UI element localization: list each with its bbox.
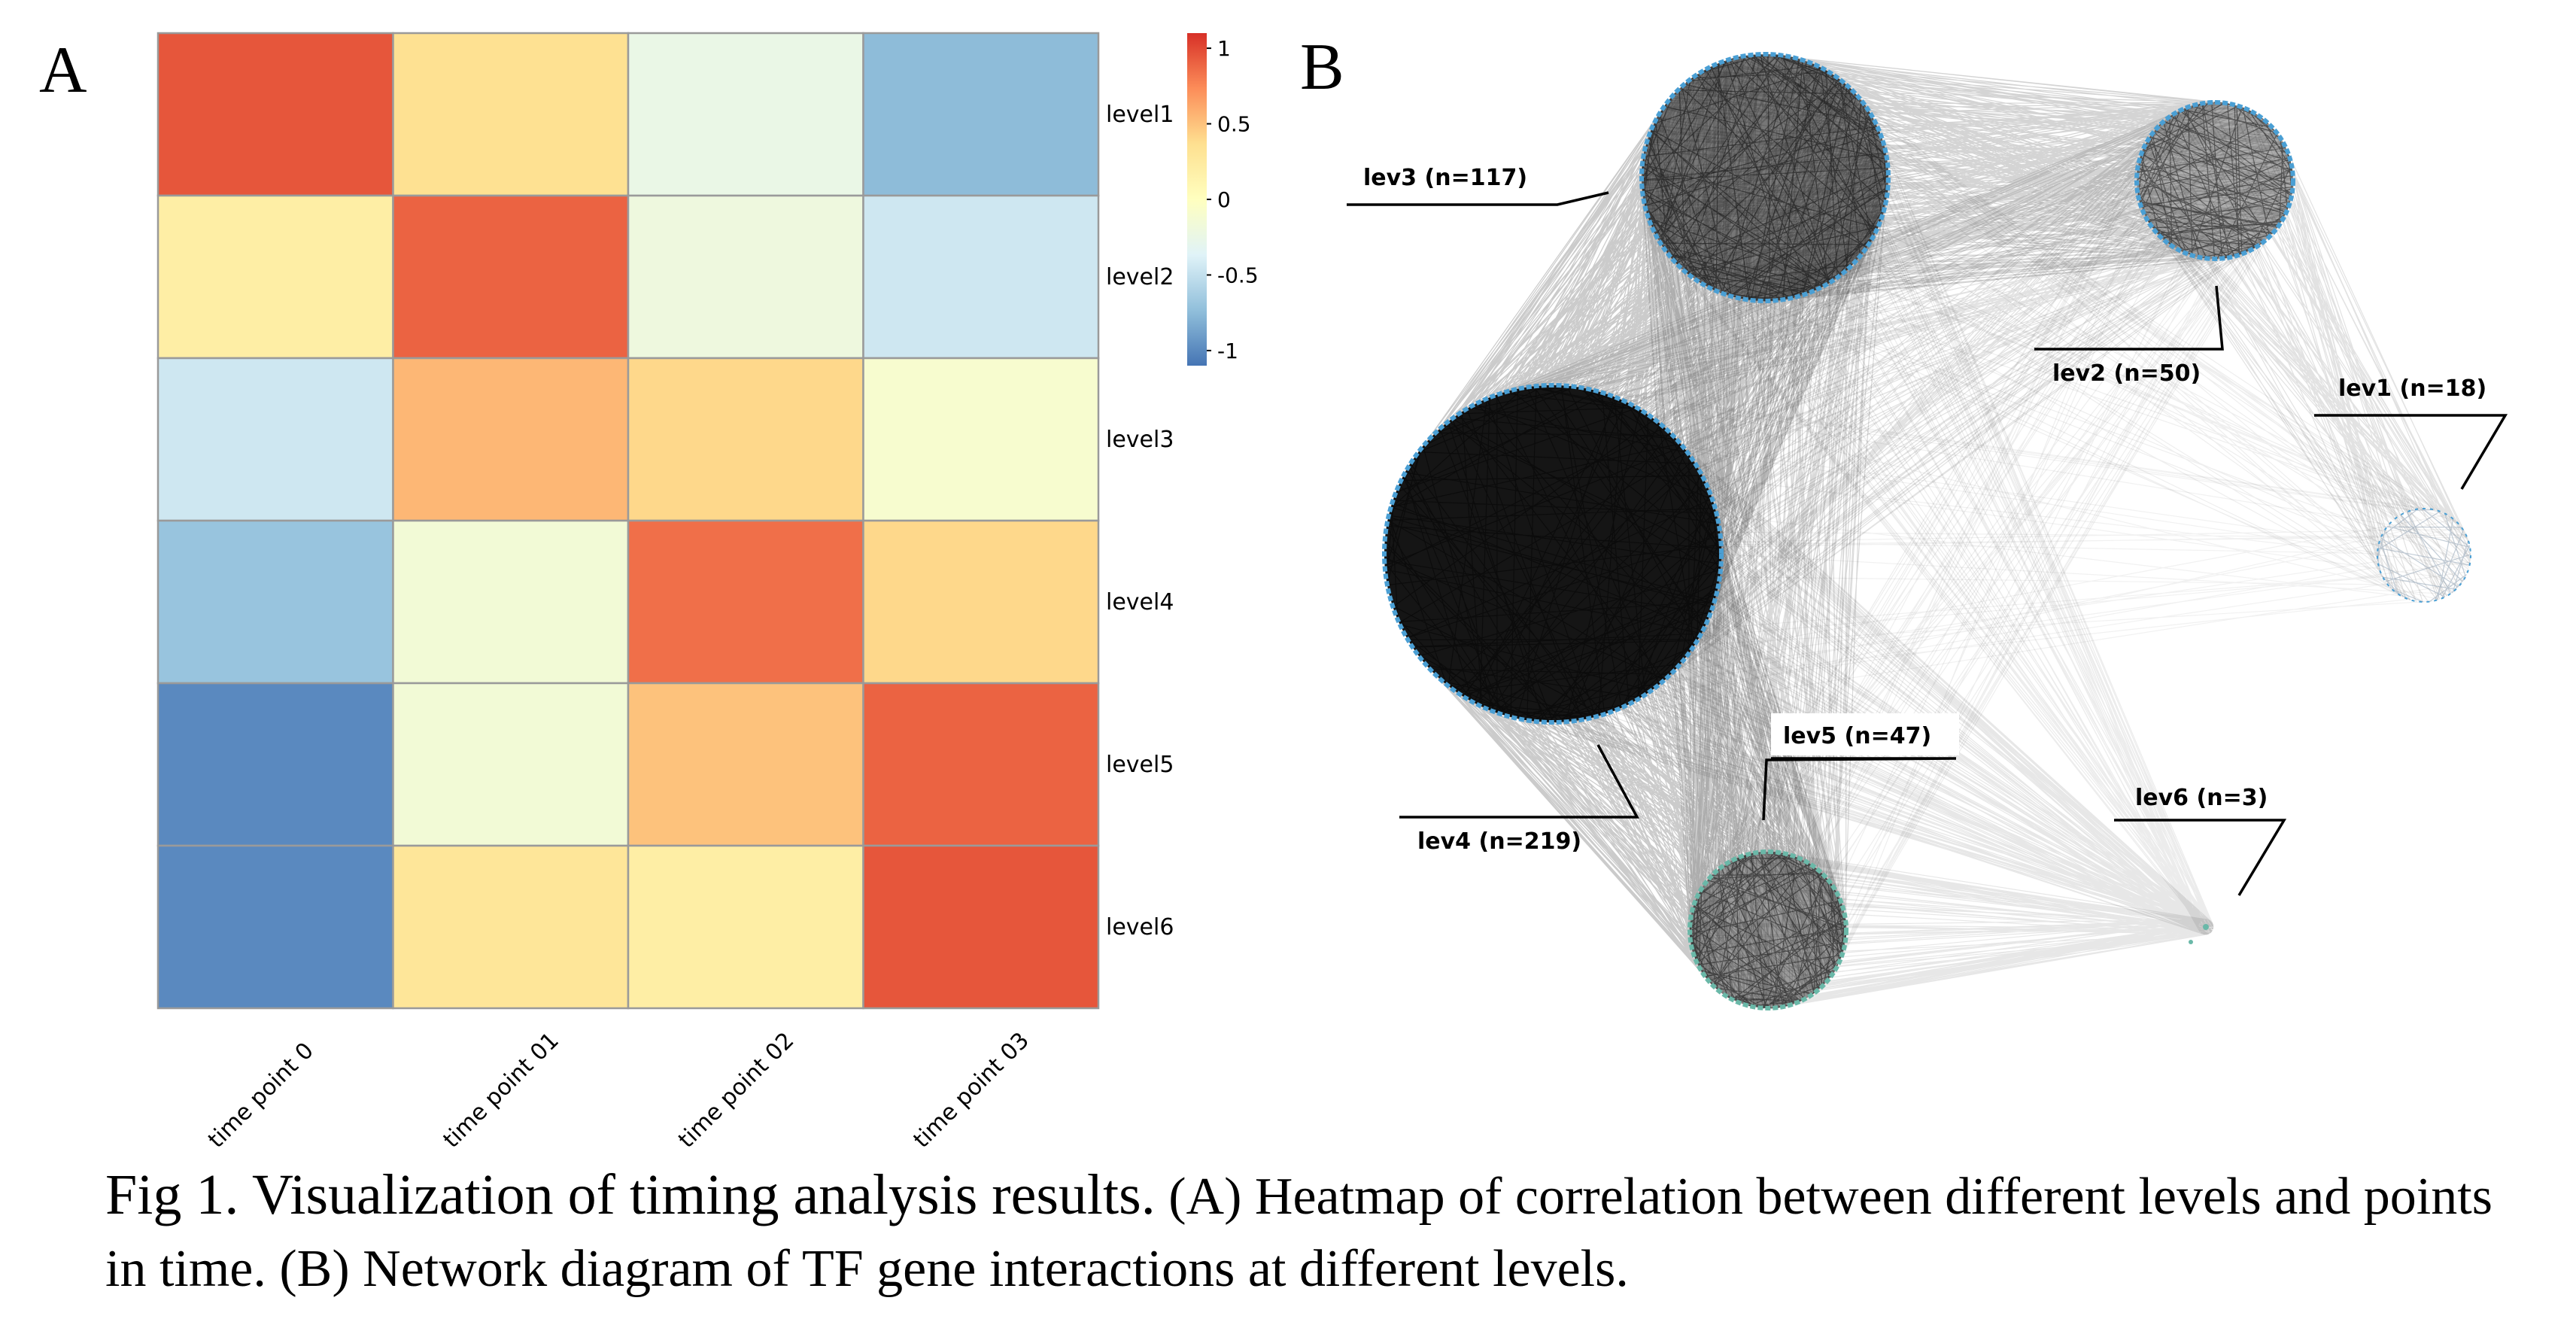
heatmap-cell-level5-0 [156, 682, 394, 847]
heatmap-cell-level3-2 [627, 357, 864, 522]
leader-line-lev4 [1399, 744, 1639, 819]
caption-body: (A) Heatmap of correlation between diffe… [105, 1168, 2492, 1298]
edge-bundle-lev4-lev2 [1384, 102, 2293, 723]
heatmap-cell-level6-0 [156, 844, 394, 1010]
leader-line-lev6 [2114, 819, 2287, 896]
heatmap-cell-level4-3 [862, 519, 1100, 685]
leader-line-lev1 [2314, 414, 2508, 490]
heatmap-cell-level5-2 [627, 682, 864, 847]
row-label: level6 [1106, 914, 1174, 941]
heatmap-cell-level4-2 [627, 519, 864, 685]
network-label-lev4: lev4 (n=219) [1417, 828, 1581, 855]
heatmap-cell-level3-3 [862, 357, 1100, 522]
colorbar-gradient [1187, 33, 1207, 366]
edge-bundle-lev3-lev5 [1641, 54, 1889, 1008]
row-label: level3 [1106, 427, 1174, 453]
cluster-node-ring [1382, 383, 1724, 725]
heatmap-cell-level3-0 [156, 357, 394, 522]
colorbar: 1 0.5 0 -0.5 -1 [1187, 33, 1259, 366]
edge-bundle-lev4-lev1 [1384, 384, 2471, 722]
cluster-node-ring [1639, 52, 1891, 303]
edge-bundle-lev5-lev6 [1690, 851, 2214, 1009]
heatmap-cell-level4-0 [156, 519, 394, 685]
heatmap-cell-level2-2 [627, 194, 864, 360]
figure-canvas: A B level1 level2 level3 level4 level5 level6… [39, 31, 2508, 1151]
cluster-lev6 [2189, 924, 2209, 944]
colorbar-tick-label: 0 [1217, 187, 1231, 212]
column-label: time point 03 [909, 1027, 1034, 1151]
heatmap-cell-level6-1 [392, 844, 630, 1010]
colorbar-tick-label: -1 [1217, 339, 1238, 363]
heatmap-cell-level4-1 [392, 519, 630, 685]
cluster-fill [1642, 54, 1888, 301]
column-label: time point 02 [673, 1027, 799, 1151]
cluster-node [2189, 940, 2193, 944]
edge-bundle-lev2-lev1 [2136, 102, 2471, 603]
cluster-nodes [2203, 924, 2209, 930]
label-background [1771, 713, 1959, 755]
leader-line-lev3 [1347, 191, 1609, 206]
heatmap-cell-level3-1 [392, 357, 630, 522]
cluster-lev1 [2377, 508, 2471, 603]
heatmap-cell-level2-3 [862, 194, 1100, 360]
row-label: level1 [1106, 102, 1174, 128]
cluster-fill [1384, 385, 1721, 722]
network-diagram: lev1 (n=18) lev2 (n=50) lev3 (n=117) lev4 (… [1347, 52, 2508, 1010]
network-label-lev1: lev1 (n=18) [2338, 375, 2486, 402]
cluster-lev5 [1687, 849, 1848, 1010]
edge-bundle-lev3-lev1 [1641, 53, 2471, 603]
cluster-lev2 [2134, 100, 2295, 261]
edge-bundle-lev4-lev6 [1384, 384, 2214, 935]
column-label: time point 01 [439, 1027, 564, 1151]
column-label: time point 0 [203, 1038, 319, 1151]
row-label: level2 [1106, 264, 1174, 290]
cluster-fill [1690, 852, 1846, 1008]
heatmap-cell-level5-1 [392, 682, 630, 847]
caption-title: Fig 1. Visualization of timing analysis … [105, 1163, 1156, 1226]
cluster-node-ring [2377, 508, 2471, 603]
colorbar-tick-label: 0.5 [1217, 112, 1251, 137]
panel-b-letter: B [1300, 31, 1344, 104]
colorbar-tick-label: 1 [1217, 36, 1231, 61]
heatmap-cell-level2-0 [156, 194, 394, 360]
cluster-fill [2137, 102, 2293, 259]
network-label-lev3: lev3 (n=117) [1363, 165, 1527, 191]
cluster-node-ring [2134, 100, 2295, 261]
edge-bundle-lev2-lev5 [1689, 102, 2294, 1009]
colorbar-tick-label: -0.5 [1217, 263, 1259, 287]
cluster-lev3 [1639, 52, 1891, 303]
cluster-internal-edges [2377, 508, 2471, 603]
cluster-node-ring [1687, 849, 1848, 1010]
leader-line-lev2 [2034, 285, 2224, 351]
heatmap-cell-level2-1 [392, 194, 630, 360]
network-label-lev5: lev5 (n=47) [1783, 723, 1931, 749]
network-label-lev6: lev6 (n=3) [2135, 785, 2268, 811]
heatmap-cell-level1-3 [862, 32, 1100, 197]
heatmap-cell-level1-0 [156, 32, 394, 197]
cluster-internal-edges [1384, 384, 1722, 723]
row-label: level4 [1106, 589, 1174, 615]
figure-caption: Fig 1. Visualization of timing analysis … [105, 1159, 2543, 1305]
network-label-lev2: lev2 (n=50) [2052, 360, 2201, 387]
heatmap-cell-level1-2 [627, 32, 864, 197]
edge-bundle-lev3-lev6 [1642, 54, 2214, 935]
leader-line-lev5 [1762, 757, 1957, 821]
heatmap: level1 level2 level3 level4 level5 level6 tim… [156, 32, 1174, 1151]
cluster-lev4 [1382, 383, 1724, 725]
edge-bundle-lev3-lev2 [1641, 53, 2294, 302]
row-label: level5 [1106, 752, 1174, 778]
heatmap-cell-level5-3 [862, 682, 1100, 847]
panel-a-letter: A [39, 34, 87, 107]
heatmap-cell-level6-2 [627, 844, 864, 1010]
heatmap-cell-level1-1 [392, 32, 630, 197]
heatmap-cell-level6-3 [862, 844, 1100, 1010]
